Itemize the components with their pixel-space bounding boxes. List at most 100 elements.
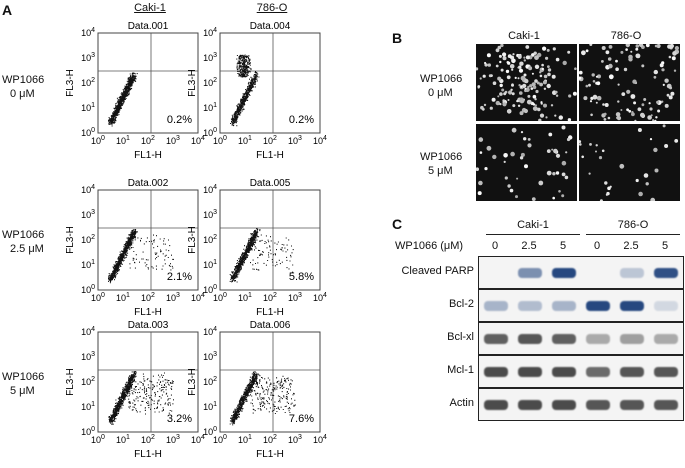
cell-dot xyxy=(601,46,606,50)
cell-dot xyxy=(595,101,598,104)
blot-band xyxy=(586,333,610,344)
lane-dose-label: 2.5 xyxy=(623,240,639,252)
cell-dot xyxy=(479,77,482,80)
cell-dot xyxy=(554,114,557,117)
flow-plot-title: Data.001 xyxy=(128,21,169,32)
cell-dot xyxy=(585,49,589,53)
x-axis-label: FL1-H xyxy=(134,150,162,161)
cell-dot xyxy=(503,153,508,158)
cell-dot xyxy=(608,45,613,49)
cell-dot xyxy=(670,91,675,96)
cell-dot xyxy=(552,47,556,51)
cell-dot xyxy=(536,81,540,85)
blot-protein-label: Bcl-2 xyxy=(448,298,474,310)
cell-dot xyxy=(653,147,658,153)
x-tick-label: 100 xyxy=(91,292,105,303)
cell-dot xyxy=(601,60,604,63)
y-tick-label: 103 xyxy=(81,52,95,63)
y-tick-label: 100 xyxy=(81,284,95,295)
flow-scatter-points xyxy=(108,370,174,426)
cell-dot xyxy=(664,144,669,148)
cell-dot xyxy=(566,137,571,142)
blot-group-caki1-rule xyxy=(486,234,580,235)
y-axis-label: FL3-H xyxy=(65,69,76,97)
blot-band xyxy=(552,333,576,344)
cell-dot xyxy=(619,163,625,169)
cell-dot xyxy=(507,99,510,101)
cell-dot xyxy=(525,55,530,60)
cell-dot xyxy=(561,160,567,166)
y-axis-label: FL3-H xyxy=(65,226,76,254)
cell-dot xyxy=(520,131,524,134)
cell-dot xyxy=(643,173,649,178)
cell-dot xyxy=(510,88,513,91)
blot-band xyxy=(620,399,644,410)
flow-row-0-line2: 0 μM xyxy=(10,88,35,100)
cell-dot xyxy=(480,105,484,110)
cell-dot xyxy=(502,99,505,102)
flow-scatter-points xyxy=(108,228,174,284)
cell-dot xyxy=(561,194,565,198)
x-tick-label: 104 xyxy=(191,434,205,445)
flow-plot-5: Data.006 7.6% 100 100 101 101 102 102 103 103 104 1… xyxy=(184,318,334,468)
cell-dot xyxy=(653,69,658,75)
cell-dot xyxy=(482,74,486,78)
y-tick-label: 103 xyxy=(81,209,95,220)
flow-row-label-2: WP1066 5 μM xyxy=(2,370,44,398)
y-tick-label: 103 xyxy=(203,209,217,220)
flow-plot-title: Data.002 xyxy=(128,178,169,189)
cell-dot xyxy=(535,89,539,94)
cell-dot xyxy=(561,125,566,130)
blot-band xyxy=(620,333,644,344)
cell-dot xyxy=(581,50,586,56)
cell-dot xyxy=(478,137,484,142)
cell-dot xyxy=(635,178,639,183)
cell-dot xyxy=(603,118,607,121)
x-tick-label: 101 xyxy=(238,434,252,445)
x-axis-label: FL1-H xyxy=(256,307,284,318)
cell-dot xyxy=(649,138,653,141)
cell-dot xyxy=(589,44,593,46)
x-tick-label: 104 xyxy=(313,292,327,303)
cell-dot xyxy=(628,109,632,113)
x-tick-label: 100 xyxy=(213,292,227,303)
cell-dot xyxy=(506,75,511,80)
cell-dot xyxy=(517,104,521,107)
flow-percent-label: 0.2% xyxy=(289,114,314,126)
cell-dot xyxy=(555,171,560,175)
cell-dot xyxy=(484,167,488,171)
cell-dot xyxy=(550,104,554,107)
y-tick-label: 102 xyxy=(81,234,95,245)
flow-scatter-points xyxy=(108,72,138,127)
cell-dot xyxy=(501,88,505,92)
cell-dot xyxy=(572,91,577,96)
cell-dot xyxy=(477,85,481,88)
cell-dot xyxy=(532,94,537,99)
cell-dot xyxy=(604,112,607,116)
y-tick-label: 100 xyxy=(203,127,217,138)
cell-dot xyxy=(523,108,528,114)
flow-row-2-line2: 5 μM xyxy=(10,385,35,397)
lane-dose-label: 5 xyxy=(661,240,669,252)
cell-dot xyxy=(504,176,508,180)
cell-dot xyxy=(511,68,514,71)
flow-plot-0: Data.001 0.2% 100 100 101 101 102 102 103 103 104 1… xyxy=(62,19,212,169)
cell-dot xyxy=(520,75,526,81)
cell-dot xyxy=(574,67,577,70)
y-tick-label: 102 xyxy=(81,376,95,387)
blot-band xyxy=(484,366,508,377)
cell-dot xyxy=(617,100,620,103)
cell-dot xyxy=(601,149,605,153)
cell-dot xyxy=(640,112,645,118)
cell-dot xyxy=(561,172,566,177)
micro-row-0-line1: WP1066 xyxy=(420,73,463,85)
panel-b-letter: B xyxy=(392,30,403,46)
cell-dot xyxy=(519,111,524,116)
y-tick-label: 101 xyxy=(203,259,217,270)
cell-dot xyxy=(486,145,492,151)
blot-band xyxy=(654,333,678,344)
flow-percent-label: 7.6% xyxy=(289,413,314,425)
cell-dot xyxy=(519,156,524,160)
y-tick-label: 100 xyxy=(203,426,217,437)
cell-dot xyxy=(547,65,550,68)
